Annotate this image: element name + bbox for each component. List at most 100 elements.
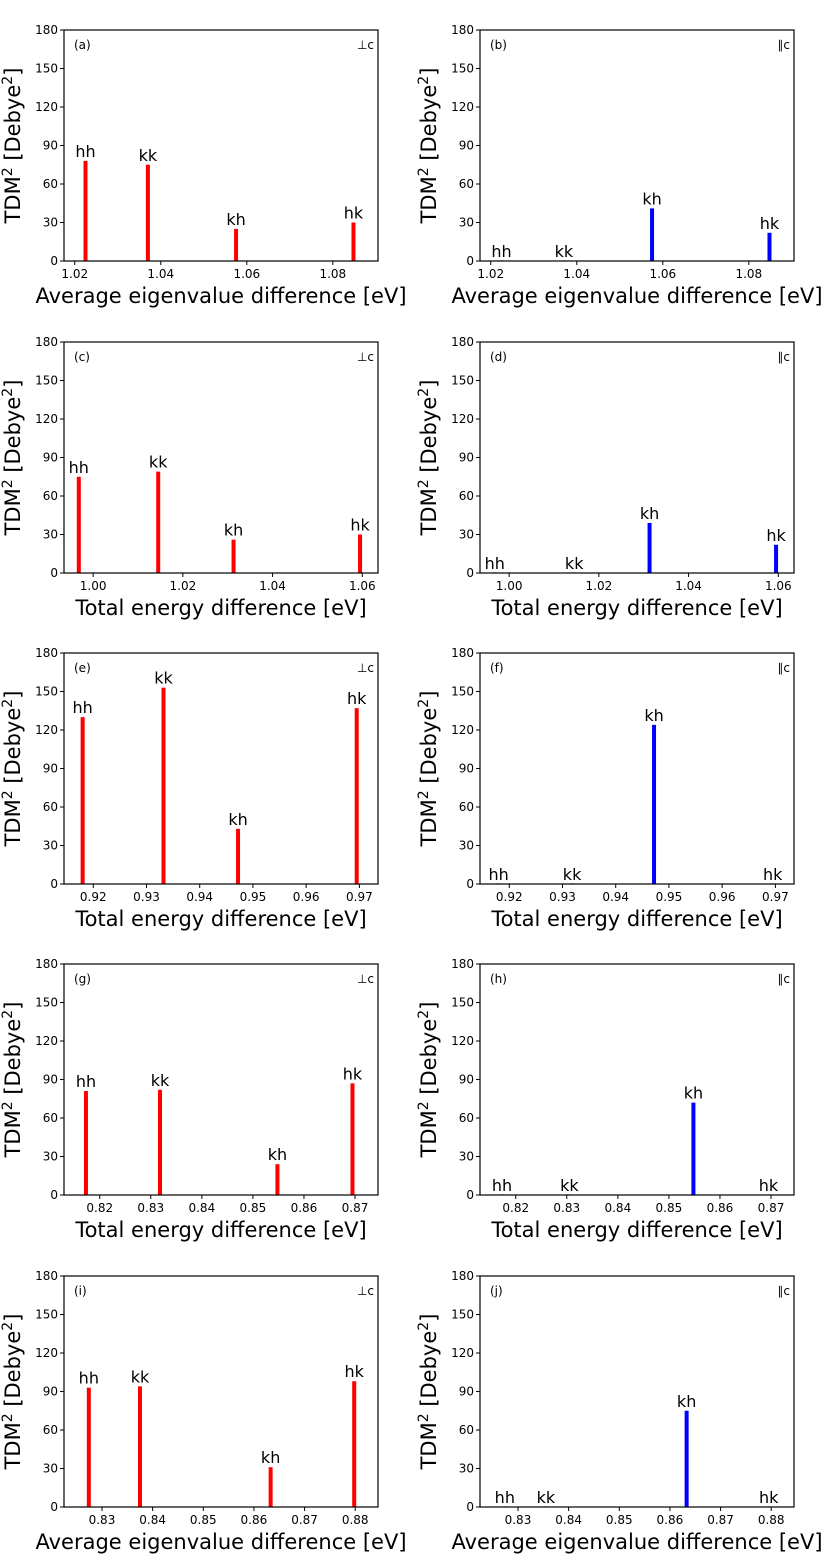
bar-label: hh (76, 1072, 96, 1091)
y-axis-label-part: TDM (1, 488, 25, 536)
bar-label: kk (555, 242, 574, 261)
y-tick-label: 30 (43, 528, 58, 542)
x-tick-label: 0.94 (602, 890, 629, 904)
bar-label: kk (151, 1071, 170, 1090)
x-tick-label: 1.06 (765, 579, 792, 593)
y-axis-label: TDM2 [Debye2] (0, 691, 25, 848)
bar-label: hh (492, 1176, 512, 1195)
x-tick-label: 1.02 (170, 579, 197, 593)
y-axis-label-part: ] (417, 1002, 441, 1010)
polarization-label: ∥c (777, 661, 790, 675)
x-tick-label: 0.86 (707, 1201, 734, 1215)
y-tick-label: 180 (451, 957, 474, 971)
x-tick-label: 0.95 (240, 890, 267, 904)
x-tick-label: 0.92 (80, 890, 107, 904)
bar-kh (650, 208, 655, 261)
y-axis-label-superscript: 2 (416, 1101, 432, 1110)
x-tick-label: 0.85 (190, 1513, 217, 1527)
bar-hk (350, 1083, 355, 1195)
bar-label: hk (760, 214, 780, 233)
y-tick-label: 0 (50, 566, 58, 580)
y-tick-label: 0 (466, 254, 474, 268)
y-tick-label: 60 (43, 1423, 58, 1437)
x-tick-label: 0.87 (758, 1201, 785, 1215)
x-tick-label: 0.82 (86, 1201, 113, 1215)
y-axis-label-part: [Debye (417, 1331, 441, 1414)
y-axis-label-part: TDM (417, 799, 441, 847)
x-tick-label: 0.83 (553, 1201, 580, 1215)
y-axis-label-part: ] (417, 691, 441, 699)
x-tick-label: 1.02 (586, 579, 613, 593)
bar-hh (83, 1091, 88, 1195)
y-axis-label-part: ] (1, 1314, 25, 1322)
x-tick-label: 0.96 (709, 890, 736, 904)
y-tick-label: 150 (35, 685, 58, 699)
y-axis-label-superscript: 2 (416, 388, 432, 397)
y-axis-label-part: ] (417, 68, 441, 76)
bar-hh (83, 160, 88, 261)
bar-label: hh (495, 1488, 515, 1507)
bar-label: kk (537, 1488, 556, 1507)
axes-frame (63, 1275, 379, 1508)
bar-label: hk (347, 689, 367, 708)
y-axis-label-superscript: 2 (0, 167, 16, 176)
bar-label: kh (224, 521, 243, 540)
y-axis-label-superscript: 2 (416, 1322, 432, 1331)
y-tick-label: 120 (451, 412, 474, 426)
x-tick-label: 0.95 (656, 890, 683, 904)
y-tick-label: 180 (35, 1269, 58, 1283)
bar-hh (80, 717, 85, 884)
y-tick-label: 30 (43, 1150, 58, 1164)
y-axis-label-part: ] (417, 1314, 441, 1322)
y-axis-label-part: TDM (1, 1110, 25, 1158)
bar-hk (767, 232, 772, 261)
x-tick-label: 0.87 (707, 1513, 734, 1527)
bar-kk (145, 164, 150, 261)
chart-panel-h: hh kk kh hk 0 30 60 90 120 150 180 0.82 0.83 0.84 0.85… (416, 957, 795, 1242)
x-tick-label: 0.94 (186, 890, 213, 904)
bar-hk (774, 544, 779, 573)
polarization-label: ⊥c (357, 661, 374, 675)
bar-kh (647, 522, 652, 573)
x-tick-label: 0.85 (606, 1513, 633, 1527)
bar-label: hh (488, 865, 508, 884)
x-tick-label: 0.87 (291, 1513, 318, 1527)
bar-label: kk (131, 1367, 150, 1386)
y-axis-label-part: TDM (1, 799, 25, 847)
panel-label: (e) (74, 661, 91, 675)
x-tick-label: 1.04 (563, 267, 590, 281)
y-tick-label: 120 (35, 412, 58, 426)
y-tick-label: 180 (35, 646, 58, 660)
bar-kh (236, 828, 241, 884)
y-axis-label-part: ] (417, 380, 441, 388)
y-axis-label-part: [Debye (1, 397, 25, 480)
y-tick-label: 60 (43, 489, 58, 503)
y-tick-label: 90 (43, 1073, 58, 1087)
bar-kh (684, 1410, 689, 1507)
bar-hk (354, 708, 359, 884)
y-axis-label: TDM2 [Debye2] (416, 1002, 441, 1159)
panel-label: (j) (490, 1284, 503, 1298)
y-axis-label-superscript: 2 (0, 699, 16, 708)
x-tick-label: 0.82 (502, 1201, 529, 1215)
bar-kh (268, 1467, 273, 1507)
x-tick-label: 1.04 (675, 579, 702, 593)
y-axis-label: TDM2 [Debye2] (0, 380, 25, 537)
bar-kh (231, 539, 236, 573)
bar-label: kh (684, 1084, 703, 1103)
polarization-label: ⊥c (357, 350, 374, 364)
y-tick-label: 180 (35, 335, 58, 349)
y-tick-label: 60 (43, 800, 58, 814)
y-axis-label-part: TDM (417, 1422, 441, 1470)
x-axis-label: Average eigenvalue difference [eV] (35, 284, 406, 308)
x-tick-label: 0.86 (657, 1513, 684, 1527)
bar-label: hk (763, 865, 783, 884)
y-tick-label: 0 (466, 1500, 474, 1514)
bar-label: hk (759, 1488, 779, 1507)
x-axis-label: Total energy difference [eV] (490, 1218, 782, 1242)
x-tick-label: 0.92 (496, 890, 523, 904)
y-tick-label: 30 (43, 1462, 58, 1476)
x-axis-label: Average eigenvalue difference [eV] (451, 1530, 822, 1554)
bar-label: hk (343, 1064, 363, 1083)
bar-label: kh (642, 189, 661, 208)
